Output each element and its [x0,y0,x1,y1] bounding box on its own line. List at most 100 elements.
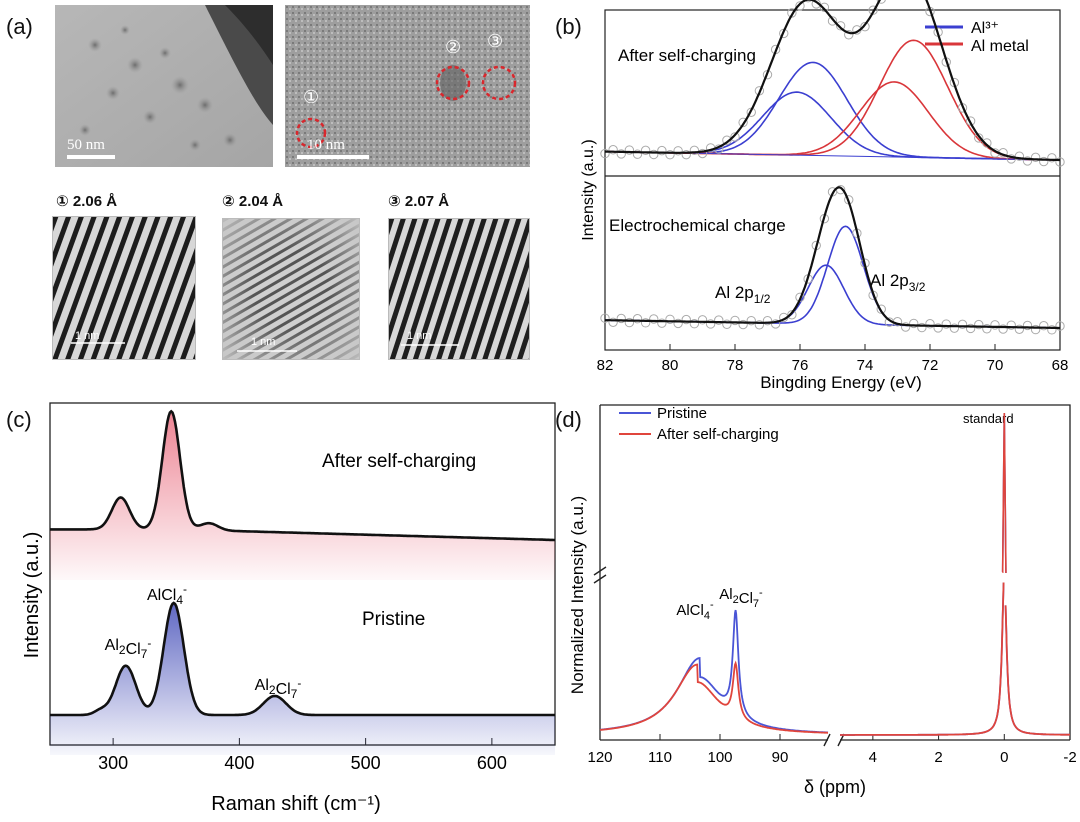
raman-xtick-label-3: 600 [477,753,507,773]
xps-top-data-point [640,145,651,156]
xps-top-label: After self-charging [618,46,756,65]
xps-frame [604,9,1061,351]
panel-b-tag: (b) [555,14,582,39]
peak-label-2p32: Al 2p3/2 [870,271,926,294]
xps-bottom-data-point [965,323,976,334]
marker-2: ② [445,37,461,57]
xps-top-data-point [1047,153,1057,163]
xps-bottom-data-point [754,320,765,330]
xps-chart: Intensity (a.u.) Bingding Energy (eV) Af… [580,0,1068,392]
xps-top-envelope [605,0,1060,162]
xps-bottom-data-point [673,318,683,329]
xps-bottom-data-point [705,319,716,329]
nmr-xtick-label-right-2: 0 [1000,749,1008,766]
xps-bottom-data-point [697,315,708,325]
tem-image-right: ① ② ③ 10 nm [285,5,530,167]
nmr-line-right-a-0 [840,582,1005,736]
xps-top-data-point [860,21,870,32]
xps-ylabel: Intensity (a.u.) [580,139,597,240]
xps-top-data-point [649,149,659,160]
xps-bottom-data-point [909,318,919,329]
raman-after-fill [50,411,555,580]
nmr-line-left-0 [600,609,829,734]
fringe-image-3: 1 nm [388,218,530,360]
nmr-xtick-label-right-0: 4 [869,749,877,766]
xps-bottom-data-point [738,319,748,330]
tem-image-left: 50 nm [55,5,273,167]
fringe-image-1: 1 nm [52,216,196,360]
xps-top-data-point [624,145,635,155]
legend-label-al3: Al³⁺ [971,20,999,37]
nmr-line-right-b-0 [1004,605,1070,736]
xps-bottom-data-point [665,314,675,324]
xps-bottom-data-point [608,317,618,327]
nmr-xtick-label-left-0: 120 [587,749,612,766]
xps-top-data-point [730,132,740,142]
xps-bottom-data-point [1022,320,1033,331]
xps-top-data-point [697,148,708,159]
xps-top-data-point [665,150,675,160]
xps-bottom-data-point [1006,320,1016,330]
xps-xtick-label-0: 82 [597,357,614,374]
xps-bottom-envelope [605,186,1060,330]
xps-bottom-data-point [600,313,610,323]
xps-top-data-point [1006,154,1016,164]
xps-bottom-data-point [787,310,797,320]
raman-after-line [50,409,555,542]
panel-d: (d) Normalized Intensity (a.u.) δ (ppm) … [545,395,1080,822]
xps-bottom-data-point [714,315,724,325]
xps-bottom-data-point [1039,321,1049,331]
xps-bottom-data-point [900,322,911,332]
nmr-peak-break-mask [992,569,1016,579]
nmr-chart: Normalized Intensity (a.u.) δ (ppm) stan… [568,404,1077,797]
nmr-xtick-label-right-3: -2 [1063,749,1076,766]
legend-label-after: After self-charging [657,426,779,443]
nmr-ylabel: Normalized Intensity (a.u.) [568,496,587,694]
xps-top-data-point [795,1,805,11]
panel-c: (c) Intensity (a.u.) Raman shift (cm⁻¹) … [0,395,560,822]
fringe-image-2: 1 nm [222,218,360,360]
raman-pristine-line [50,601,555,717]
fringe-label-2: ② 2.04 Å [222,193,284,210]
xps-xtick-label-3: 76 [792,357,809,374]
xps-top-data-point [1014,151,1025,161]
xps-bottom-data-point [746,315,756,326]
nmr-line-left-1 [599,660,828,734]
xps-bottom-data-point [941,319,951,329]
xps-top-data-point [844,30,854,40]
raman-top-label: After self-charging [322,451,476,472]
xps-top-data-point [738,117,748,128]
xps-bottom-label: Electrochemical charge [609,216,786,235]
xps-bottom-data-point [876,304,886,314]
raman-pristine-fill [50,603,555,755]
xps-bottom-data-point [917,322,927,333]
xps-top-data-point [681,149,691,160]
xps-bottom-data-point [770,319,781,329]
nmr-peak-label-1: Al2Cl7- [719,586,763,610]
xps-top-data-point [819,2,830,12]
nmr-line-right-b-1 [1004,605,1070,736]
xps-bottom-data-point [1014,324,1025,334]
xps-top-data-point [974,133,984,143]
nmr-line-right-a-1 [840,582,1005,736]
nmr-xtick-label-left-3: 90 [772,749,789,766]
xps-top-component-0 [605,61,1060,161]
raman-xlabel: Raman shift (cm⁻¹) [211,793,380,815]
xps-top-data-point [1055,157,1065,167]
xps-bottom-data-point [1047,325,1057,335]
raman-peak-label-1: Al2Cl7- [105,636,152,661]
xps-bottom-data-point [957,319,968,330]
nmr-peak-label-0: AlCl4- [676,599,714,622]
xps-xtick-label-1: 80 [662,357,679,374]
xps-top-data-point [876,0,886,4]
nmr-axis-break [823,733,845,747]
nmr-standard-label: standard [963,411,1014,426]
fringe-label-1: ① 2.06 Å [56,193,118,210]
raman-xtick-label-1: 400 [224,753,254,773]
xps-bottom-component-1 [605,264,1060,329]
xps-xtick-label-4: 74 [857,357,874,374]
xps-bottom-data-point [974,319,984,330]
xps-bottom-data-point [990,320,1000,330]
raman-bottom-label: Pristine [362,609,425,630]
nmr-xtick-label-left-2: 100 [707,749,732,766]
